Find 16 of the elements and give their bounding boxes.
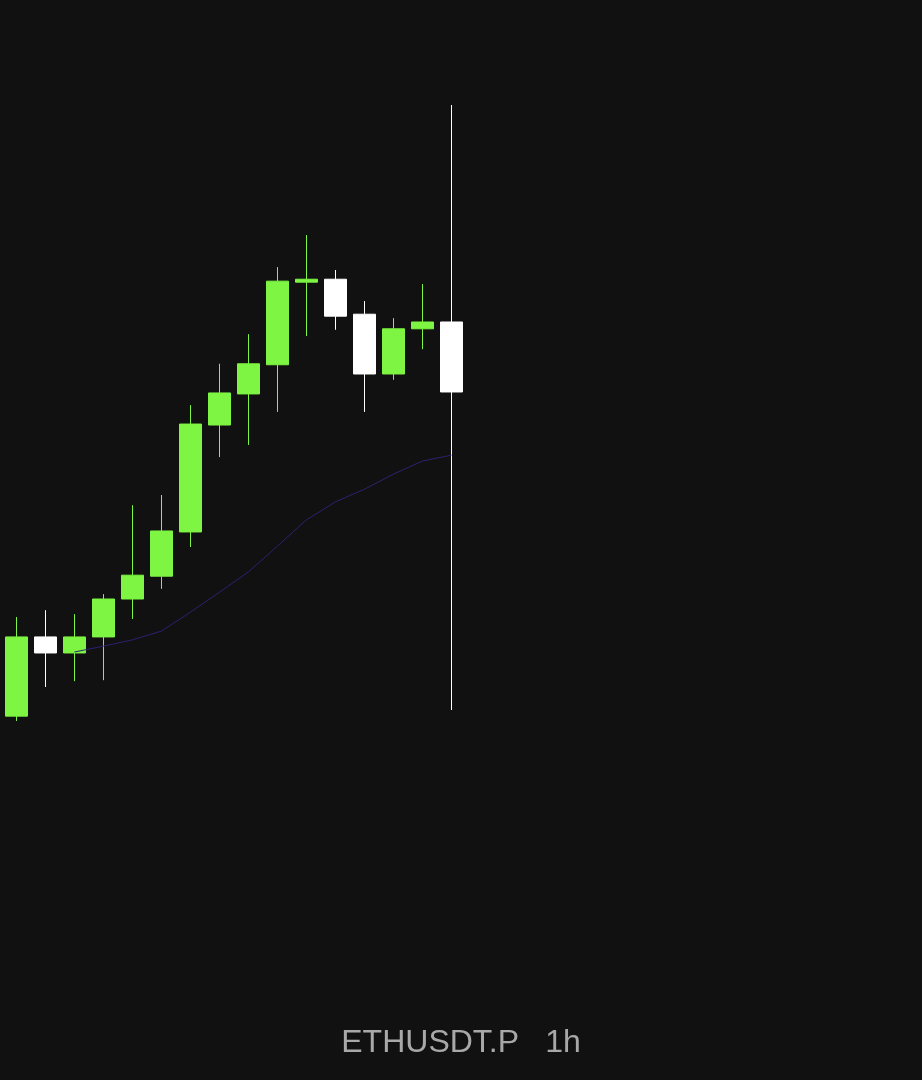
candlestick [150, 494, 173, 590]
candlestick [411, 283, 434, 350]
candlestick [179, 404, 202, 548]
candlestick [295, 234, 318, 337]
text: ETHUSDT.P 1h [341, 1023, 581, 1059]
candlestick [266, 266, 289, 413]
candlestick [353, 300, 376, 413]
candlestick [121, 504, 144, 620]
candlestick [92, 593, 115, 681]
candlestick [208, 363, 231, 458]
candlestick [382, 317, 405, 381]
candlestick [5, 616, 28, 722]
candlestick [237, 333, 260, 446]
candlestick [324, 269, 347, 331]
candlestick [63, 613, 86, 682]
candlestick [34, 609, 57, 688]
